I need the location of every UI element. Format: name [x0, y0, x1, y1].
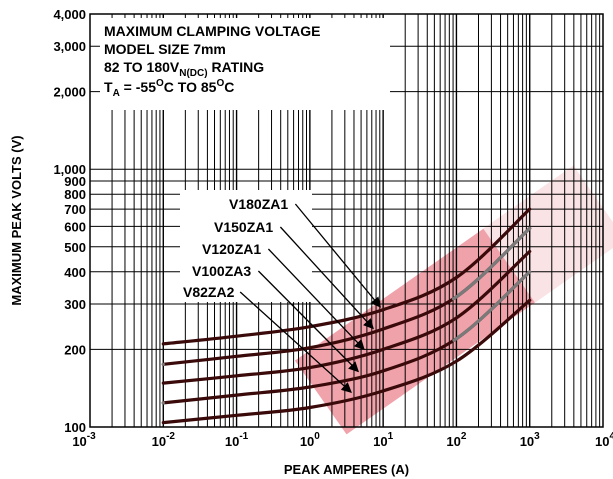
series-line-V120ZA1: [161, 249, 532, 385]
y-tick-label: 500: [64, 240, 86, 255]
series-line-V180ZA1: [161, 207, 532, 346]
series-line-V82ZA2: [161, 298, 532, 425]
x-tick-label: 10-2: [152, 431, 176, 449]
x-tick-label: 101: [373, 431, 393, 449]
chart-rating-line: 82 TO 180VN(DC) RATING: [104, 59, 264, 79]
annotation-leader: [279, 226, 374, 330]
watermark-band: [294, 165, 613, 435]
x-tick-labels: 10-3 10-2 10-1 100 101 102 103 104: [72, 431, 613, 449]
y-tick-label: 3,000: [53, 39, 86, 54]
y-tick-label: 400: [64, 265, 86, 280]
series-highlight-V100ZA3: [161, 270, 532, 405]
y-tick-label: 4,000: [53, 7, 86, 22]
chart-temperature-line: TA = -55OC TO 85OC: [104, 78, 234, 99]
y-tick-label: 200: [64, 342, 86, 357]
y-tick-label: 300: [64, 297, 86, 312]
title-background: [100, 18, 390, 110]
y-tick-label: 100: [64, 420, 86, 435]
annotation-label: V120ZA1: [202, 241, 261, 257]
series-highlight-V150ZA1: [161, 226, 532, 366]
x-tick-label: 100: [300, 431, 320, 449]
y-tick-label: 1,000: [53, 162, 86, 177]
annotation-label: V100ZA3: [192, 263, 251, 279]
annotation-label: V150ZA1: [214, 219, 273, 235]
y-tick-label: 900: [64, 174, 86, 189]
annotation-leader: [257, 270, 359, 373]
x-tick-label: 102: [446, 431, 466, 449]
chart-title-line: MODEL SIZE 7mm: [104, 41, 226, 57]
y-tick-label: 800: [64, 187, 86, 202]
x-tick-label: 104: [595, 431, 613, 449]
plot-frame: [89, 13, 604, 428]
y-tick-label: 700: [64, 202, 86, 217]
annotation-leader: [294, 203, 381, 308]
series-annotations: V180ZA1 V150ZA1 V120ZA1 V100ZA3 V82ZA2: [183, 196, 381, 393]
annotation-leader: [267, 248, 365, 351]
chart-title-line: MAXIMUM CLAMPING VOLTAGE: [104, 23, 320, 39]
y-tick-label: 600: [64, 219, 86, 234]
x-tick-label: 10-3: [72, 431, 96, 449]
y-tick-label: 2,000: [53, 85, 86, 100]
curves: [161, 207, 532, 425]
annotation-label: V180ZA1: [229, 196, 288, 212]
x-tick-label: 103: [520, 431, 540, 449]
annotation-label: V82ZA2: [183, 284, 235, 300]
annotation-background: [180, 190, 312, 302]
y-axis-label: MAXIMUM PEAK VOLTS (V): [9, 135, 24, 305]
x-tick-label: 10-1: [225, 431, 249, 449]
annotation-leader: [239, 291, 352, 393]
chart-title: MAXIMUM CLAMPING VOLTAGE MODEL SIZE 7mm 82…: [104, 23, 320, 99]
x-axis-label: PEAK AMPERES (A): [284, 462, 409, 477]
